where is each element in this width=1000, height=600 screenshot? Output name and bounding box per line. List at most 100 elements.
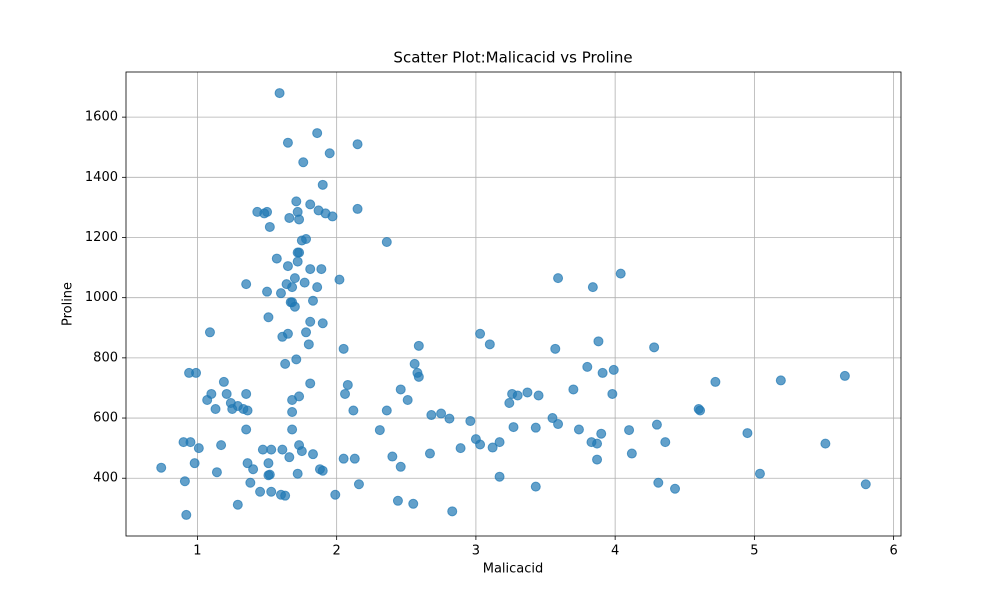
y-axis-label: Proline [61, 282, 76, 326]
point [277, 444, 288, 455]
point [179, 476, 190, 487]
point [307, 449, 318, 460]
point [475, 439, 486, 450]
points [156, 88, 871, 520]
point [259, 208, 270, 219]
point [533, 390, 544, 401]
point [292, 468, 303, 479]
point [455, 443, 466, 454]
point [426, 410, 437, 421]
point [218, 376, 229, 387]
point [504, 397, 515, 408]
point [242, 458, 253, 469]
point [266, 486, 277, 497]
point [547, 413, 558, 424]
point [465, 416, 476, 427]
plot-frame [125, 71, 902, 537]
point [484, 339, 495, 350]
y-tick-label: 1400 [85, 170, 118, 185]
point [775, 375, 786, 386]
point [301, 234, 312, 245]
point [348, 405, 359, 416]
point [156, 462, 167, 473]
point [387, 451, 398, 462]
point [317, 465, 328, 476]
point [381, 405, 392, 416]
point [227, 404, 238, 415]
point [424, 448, 435, 459]
point [608, 364, 619, 375]
point [185, 437, 196, 448]
point [651, 419, 662, 430]
point [296, 446, 307, 457]
point [282, 261, 293, 272]
point [284, 452, 295, 463]
point [754, 468, 765, 479]
point [413, 371, 424, 382]
point [317, 179, 328, 190]
chart-title: Scatter Plot:Malicacid vs Proline [393, 49, 632, 67]
point [592, 438, 603, 449]
point [242, 405, 253, 416]
point [292, 256, 303, 267]
point [597, 367, 608, 378]
point [413, 340, 424, 351]
point [248, 464, 259, 475]
y-tick-label: 1200 [85, 230, 118, 245]
point [550, 343, 561, 354]
point [181, 509, 192, 520]
point [653, 477, 664, 488]
y-tick-label: 1600 [85, 110, 118, 125]
point [291, 354, 302, 365]
point [275, 288, 286, 299]
point [204, 327, 215, 338]
point [257, 444, 268, 455]
point [409, 358, 420, 369]
point [263, 458, 274, 469]
point [349, 453, 360, 464]
point [193, 443, 204, 454]
point [338, 343, 349, 354]
point [587, 282, 598, 293]
point [262, 286, 273, 297]
point [299, 277, 310, 288]
point [289, 301, 300, 312]
y-tick-label: 800 [93, 350, 118, 365]
point [530, 422, 541, 433]
point [615, 268, 626, 279]
point [839, 370, 850, 381]
point [649, 342, 660, 353]
point [494, 437, 505, 448]
point [395, 384, 406, 395]
point [287, 407, 298, 418]
point [553, 419, 564, 430]
point [317, 318, 328, 329]
point [282, 328, 293, 339]
point [568, 384, 579, 395]
point [287, 282, 298, 293]
point [381, 237, 392, 248]
y-tick-label: 400 [93, 471, 118, 486]
grid [126, 72, 901, 536]
point [301, 327, 312, 338]
point [324, 148, 335, 159]
y-tick-label: 600 [93, 411, 118, 426]
x-tick-label: 5 [750, 544, 758, 559]
point [742, 428, 753, 439]
point [475, 328, 486, 339]
x-tick-label: 1 [193, 544, 201, 559]
point [494, 471, 505, 482]
point [189, 458, 200, 469]
point [266, 444, 277, 455]
point [392, 495, 403, 506]
point [553, 273, 564, 284]
point [522, 387, 533, 398]
point [395, 461, 406, 472]
point [210, 404, 221, 415]
point [282, 137, 293, 148]
point [592, 454, 603, 465]
point [860, 479, 871, 490]
point [330, 489, 341, 500]
point [436, 408, 447, 419]
point [352, 203, 363, 214]
